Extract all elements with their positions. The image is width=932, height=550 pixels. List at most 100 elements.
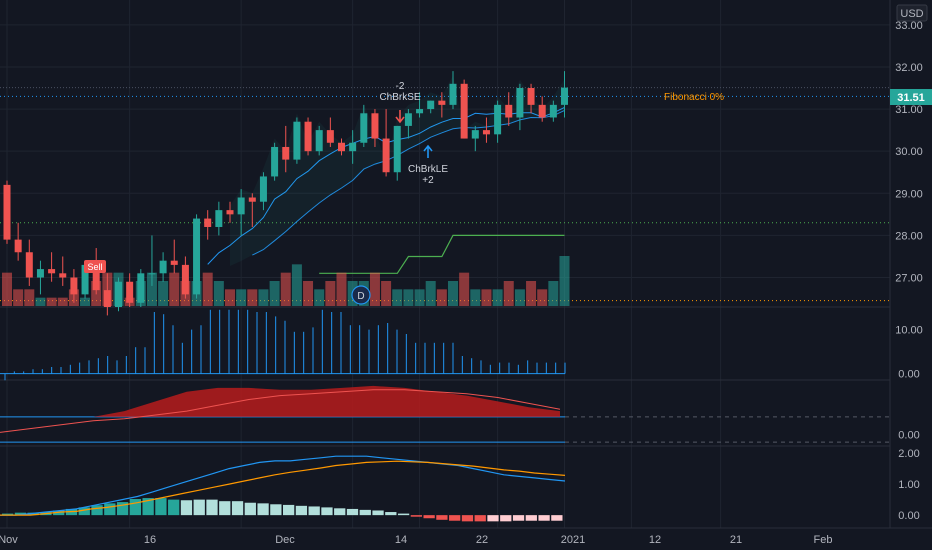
candle-body (505, 104, 513, 118)
channel-low-line (319, 234, 565, 274)
macd-histogram-bar (372, 510, 384, 516)
long-arrow-icon (423, 144, 433, 158)
macd-histogram-bar (104, 503, 116, 516)
candle-body (3, 184, 11, 240)
macd-histogram-bar (474, 515, 486, 522)
candle-body (438, 100, 446, 105)
volume-bar (146, 272, 157, 306)
price-tick-label: 27.00 (895, 273, 923, 285)
volume-bar (459, 272, 470, 306)
volume-bar (280, 272, 291, 306)
volume-bar (492, 289, 503, 306)
volume-bar (369, 272, 380, 306)
time-axis-ticks: Nov 16 Dec 14 22 2021 12 21 Feb (0, 534, 832, 546)
volume-bar (57, 297, 68, 306)
candle-body (59, 273, 67, 278)
macd-histogram-bar (385, 512, 397, 516)
macd-histogram-bar (461, 515, 474, 522)
candle-body (248, 197, 256, 202)
volume-bar (526, 281, 537, 306)
candle-body (215, 210, 223, 227)
volume-bar (470, 289, 481, 306)
macd-histogram-bar (397, 513, 410, 516)
volume-bar (314, 289, 325, 306)
macd-histogram-bar (449, 515, 461, 521)
candle-body (181, 264, 189, 295)
macd-histogram-bar (410, 515, 422, 517)
volume-bar (448, 281, 458, 306)
time-tick-label: 14 (395, 534, 407, 546)
macd-histogram-bar (512, 515, 525, 521)
dividend-marker-label: D (357, 291, 364, 302)
channel-region (230, 75, 565, 266)
currency-label[interactable]: USD (900, 8, 923, 20)
histogram-tick-label: 10.00 (895, 325, 923, 337)
candle-body (92, 264, 100, 291)
sell-signal-badge (84, 260, 106, 273)
candle-body (471, 130, 479, 139)
time-tick-label: 12 (649, 534, 661, 546)
volume-bar (180, 281, 191, 306)
last-price-value: 31.51 (897, 92, 925, 104)
candle-body (427, 100, 435, 110)
macd-histogram-bar (244, 502, 256, 516)
candle-body (326, 130, 334, 143)
fibonacci-label: Fibonacci 0% (664, 92, 724, 103)
short-arrow-icon (395, 110, 405, 124)
histogram-pane (0, 309, 566, 381)
time-tick-label: 22 (476, 534, 488, 546)
volume-bar (403, 289, 414, 306)
macd-tick-label: 0.00 (898, 510, 919, 522)
macd-histogram-bar (308, 506, 320, 516)
candle-body (382, 138, 390, 173)
macd-histogram-bar (116, 502, 129, 516)
macd-histogram-bar (283, 504, 295, 516)
volume-bar (258, 289, 269, 306)
candle-body (282, 146, 290, 160)
candle-body (371, 113, 379, 139)
candle-body (527, 88, 535, 105)
candle-body (393, 125, 401, 173)
macd-histogram-bar (487, 515, 499, 522)
price-tick-label: 30.00 (895, 146, 923, 158)
candle-body (70, 277, 78, 295)
volume-bar (503, 281, 514, 306)
macd-histogram-bar (14, 512, 27, 516)
macd-tick-label: 2.00 (898, 448, 919, 460)
candle-body (81, 264, 89, 295)
price-tick-label: 32.00 (895, 62, 923, 74)
currency-box[interactable] (896, 4, 928, 22)
volume-bar (158, 281, 169, 306)
volume-bar (291, 264, 302, 306)
volume-bar (24, 289, 35, 306)
price-tick-label: 29.00 (895, 188, 923, 200)
candle-body (36, 269, 44, 278)
price-tick-label: 33.00 (895, 20, 923, 32)
price-axis-ticks: 27.00 28.00 29.00 30.00 31.00 32.00 33.00 0.00 1… (895, 20, 923, 522)
volume-bar (80, 297, 91, 306)
volume-bar (135, 281, 146, 306)
dividend-marker-icon[interactable] (351, 285, 371, 305)
macd-histogram-bar (500, 515, 512, 522)
volume-bar (425, 281, 436, 306)
volume-bar (2, 272, 12, 306)
volume-bar (91, 281, 102, 306)
volume-bar (213, 281, 224, 306)
macd-histogram-bar (257, 503, 269, 516)
candle-body (349, 142, 357, 152)
time-tick-label: Dec (275, 534, 295, 546)
macd-histogram-bar (91, 505, 103, 516)
macd-pane (0, 455, 566, 522)
candle-body (14, 239, 22, 253)
volume-bar (113, 272, 124, 306)
candle-body (226, 210, 234, 215)
volume-bar (269, 281, 280, 306)
time-tick-label: Feb (814, 534, 833, 546)
long-signal-label: ChBrkLE (408, 164, 448, 175)
price-tick-label: 31.00 (895, 104, 923, 116)
time-tick-label: 16 (144, 534, 156, 546)
macd-histogram-bar (180, 500, 193, 516)
volume-bar (303, 281, 314, 306)
macd-histogram-bar (551, 515, 563, 521)
